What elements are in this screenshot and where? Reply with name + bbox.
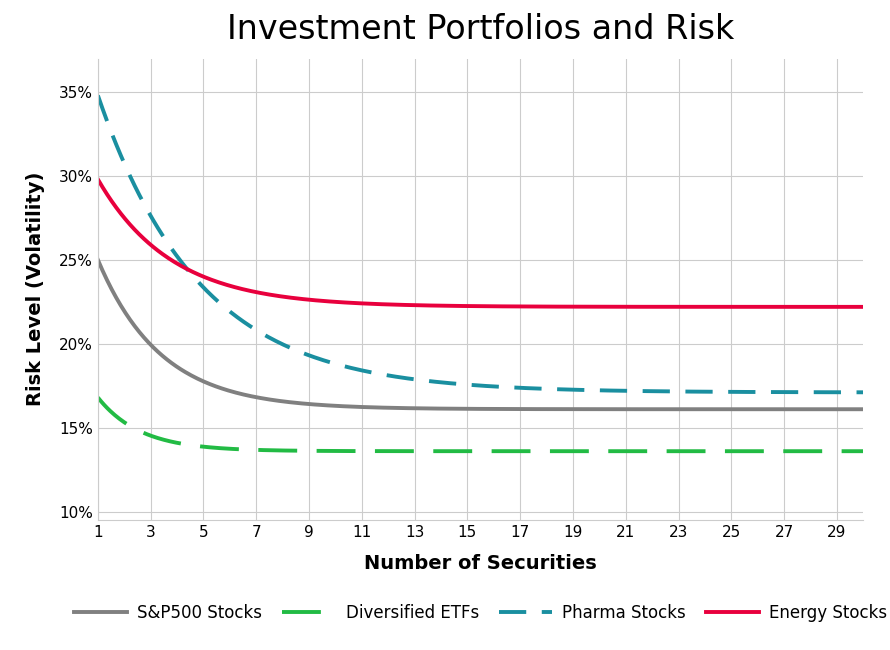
Diversified ETFs [456, 447, 466, 455]
Line: Diversified ETFs: Diversified ETFs [98, 398, 863, 451]
Pharma Stocks [506, 384, 517, 391]
Diversified ETFs [548, 447, 559, 455]
Diversified ETFs [720, 447, 731, 455]
Title: Investment Portfolios and Risk: Investment Portfolios and Risk [227, 13, 734, 46]
Energy Stocks [548, 303, 559, 311]
Energy Stocks [93, 176, 103, 183]
Diversified ETFs [461, 447, 472, 455]
S&P500 Stocks [858, 406, 869, 413]
Energy Stocks [839, 303, 850, 311]
S&P500 Stocks [720, 406, 731, 413]
Line: S&P500 Stocks: S&P500 Stocks [98, 260, 863, 410]
Diversified ETFs [506, 447, 517, 455]
Line: Energy Stocks: Energy Stocks [98, 179, 863, 307]
S&P500 Stocks [506, 405, 517, 413]
Pharma Stocks [858, 389, 869, 396]
Pharma Stocks [839, 388, 850, 396]
Pharma Stocks [456, 380, 466, 388]
Pharma Stocks [461, 381, 472, 389]
X-axis label: Number of Securities: Number of Securities [364, 554, 597, 573]
Pharma Stocks [720, 388, 731, 396]
Pharma Stocks [548, 385, 559, 393]
Legend: S&P500 Stocks, Diversified ETFs, Pharma Stocks, Energy Stocks: S&P500 Stocks, Diversified ETFs, Pharma … [68, 597, 890, 629]
Energy Stocks [456, 302, 466, 310]
Pharma Stocks [93, 92, 103, 99]
Diversified ETFs [93, 394, 103, 402]
Diversified ETFs [839, 447, 850, 455]
Energy Stocks [461, 302, 472, 310]
S&P500 Stocks [461, 405, 472, 413]
Y-axis label: Risk Level (Volatility): Risk Level (Volatility) [26, 172, 45, 406]
S&P500 Stocks [839, 406, 850, 413]
S&P500 Stocks [93, 256, 103, 264]
S&P500 Stocks [456, 405, 466, 413]
Line: Pharma Stocks: Pharma Stocks [98, 96, 863, 393]
Diversified ETFs [858, 447, 869, 455]
Energy Stocks [720, 303, 731, 311]
Energy Stocks [506, 302, 517, 310]
S&P500 Stocks [548, 405, 559, 413]
Energy Stocks [858, 303, 869, 311]
